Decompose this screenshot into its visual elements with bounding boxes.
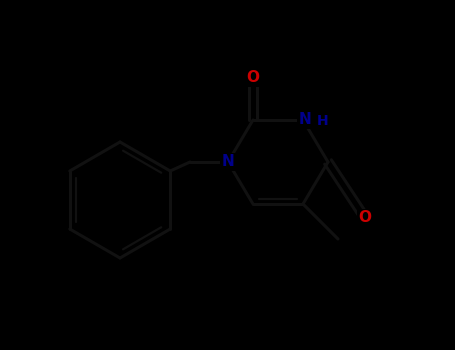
Text: N: N — [222, 154, 234, 169]
Text: O: O — [247, 70, 259, 85]
Text: O: O — [359, 210, 371, 225]
Text: N: N — [298, 112, 311, 127]
Text: H: H — [317, 114, 329, 128]
